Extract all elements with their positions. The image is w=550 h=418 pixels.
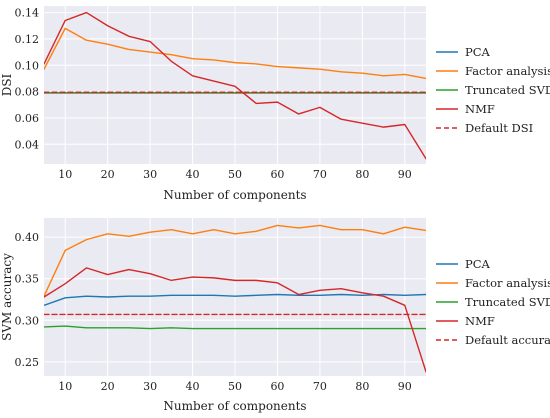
legend-label-nmf: NMF: [465, 314, 495, 328]
legend-label-default-accuracy: Default accuracy: [465, 333, 550, 347]
x-tick-label: 60: [270, 168, 284, 181]
y-tick-label: 0.40: [15, 231, 40, 244]
x-tick-label: 30: [143, 380, 157, 393]
chart-1: 10 20 30 40 50 60 70 80 90 0.04 0.06 0.08 0.10 0.12 0.…: [0, 6, 550, 202]
x-tick-label: 60: [270, 380, 284, 393]
series-group: [44, 224, 426, 373]
x-tick-label: 70: [313, 380, 327, 393]
y-tick-label: 0.30: [15, 314, 40, 327]
y-tick-label: 0.10: [15, 59, 40, 72]
series-line-pca: [44, 293, 426, 307]
legend-label-default-dsi: Default DSI: [465, 121, 533, 135]
x-tick-label: 40: [186, 380, 200, 393]
y-tick-label: 0.25: [15, 356, 40, 369]
x-tick-label: 40: [186, 168, 200, 181]
legend-label-factor-analysis: Factor analysis: [465, 276, 550, 290]
legend: PCA Factor analysis Truncated SVD NMF Defaul…: [436, 257, 550, 347]
x-tick-label: 90: [398, 380, 412, 393]
legend-label-truncated-svd: Truncated SVD: [465, 83, 550, 97]
x-tick-label: 70: [313, 168, 327, 181]
legend-label-factor-analysis: Factor analysis: [465, 64, 550, 78]
x-tick-label: 50: [228, 380, 242, 393]
series-group: [44, 11, 426, 160]
x-tick-label: 20: [101, 380, 115, 393]
y-tick-label: 0.08: [15, 86, 40, 99]
legend-label-nmf: NMF: [465, 102, 495, 116]
series-line-truncated-svd: [44, 325, 426, 330]
legend: PCA Factor analysis Truncated SVD NMF Defaul…: [436, 45, 550, 135]
x-tick-label: 80: [355, 168, 369, 181]
x-tick-label: 80: [355, 380, 369, 393]
x-tick-label: 10: [58, 168, 72, 181]
series-line-factor-analysis: [44, 27, 426, 80]
y-tick-label: 0.35: [15, 273, 40, 286]
legend-label-pca: PCA: [465, 257, 491, 271]
y-tick-label: 0.14: [15, 7, 40, 20]
x-tick-label: 50: [228, 168, 242, 181]
x-tick-label: 90: [398, 168, 412, 181]
series-line-factor-analysis: [44, 224, 426, 297]
legend-label-pca: PCA: [465, 45, 491, 59]
legend-label-truncated-svd: Truncated SVD: [465, 295, 550, 309]
y-axis-label: DSI: [0, 73, 14, 96]
x-axis-label: Number of components: [163, 188, 306, 202]
y-tick-label: 0.06: [15, 112, 40, 125]
x-tick-label: 10: [58, 380, 72, 393]
x-tick-label: 20: [101, 168, 115, 181]
x-axis-label: Number of components: [163, 399, 306, 413]
y-tick-label: 0.04: [15, 138, 40, 151]
chart-2: 10 20 30 40 50 60 70 80 90 0.25 0.30 0.35 0.40 Number…: [0, 218, 550, 413]
x-tick-label: 30: [143, 168, 157, 181]
y-axis-label: SVM accuracy: [0, 253, 14, 341]
series-line-nmf: [44, 11, 426, 160]
y-tick-label: 0.12: [15, 33, 40, 46]
series-line-nmf: [44, 267, 426, 373]
